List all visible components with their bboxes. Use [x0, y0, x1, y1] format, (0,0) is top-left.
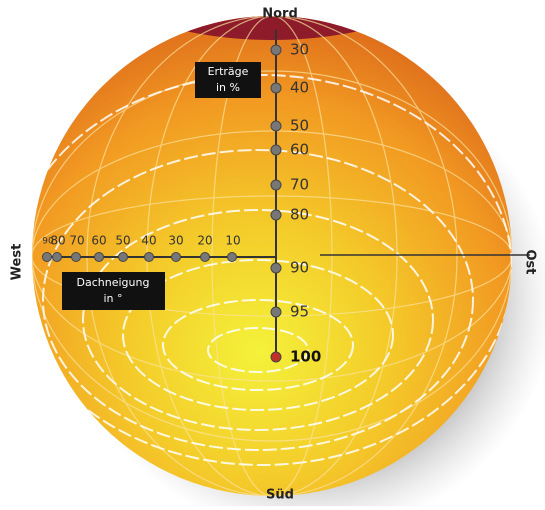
- grid: [32, 16, 512, 496]
- tilt-label: 90: [42, 237, 54, 247]
- yield-label: 100: [290, 348, 321, 366]
- yield-label: 40: [290, 79, 309, 97]
- tilt-label: 40: [141, 234, 156, 248]
- yield-label: 60: [290, 141, 309, 159]
- compass-south: Süd: [266, 488, 294, 503]
- yield-label: 50: [290, 117, 309, 135]
- compass-north: Nord: [262, 7, 298, 22]
- tilt-label: 70: [69, 234, 84, 248]
- tilt-labels: 90 80 70 60 50 40 30 20 10: [42, 234, 240, 248]
- tilt-title: in °: [103, 292, 122, 305]
- tilt-label: 20: [197, 234, 212, 248]
- yield-label: 90: [290, 259, 309, 277]
- tilt-title-box: [62, 272, 165, 310]
- tilt-title: Dachneigung: [77, 276, 150, 289]
- tilt-label: 80: [50, 234, 65, 248]
- yield-dots: [270, 44, 282, 363]
- tilt-dots: [42, 252, 237, 262]
- compass-east: Ost: [523, 249, 538, 274]
- yield-labels: 30 40 50 60 70 80 90 95 100: [290, 41, 321, 366]
- yield-label: 80: [290, 206, 309, 224]
- yield-label: 70: [290, 176, 309, 194]
- compass-west: West: [10, 244, 25, 281]
- tilt-label: 30: [168, 234, 183, 248]
- yield-title-box: [195, 62, 261, 98]
- tilt-label: 50: [115, 234, 130, 248]
- yield-label: 30: [290, 41, 309, 59]
- yield-title: Erträge: [208, 65, 249, 78]
- tilt-label: 10: [225, 234, 240, 248]
- tilt-label: 60: [91, 234, 106, 248]
- yield-title: in %: [216, 81, 240, 94]
- yield-label: 95: [290, 303, 309, 321]
